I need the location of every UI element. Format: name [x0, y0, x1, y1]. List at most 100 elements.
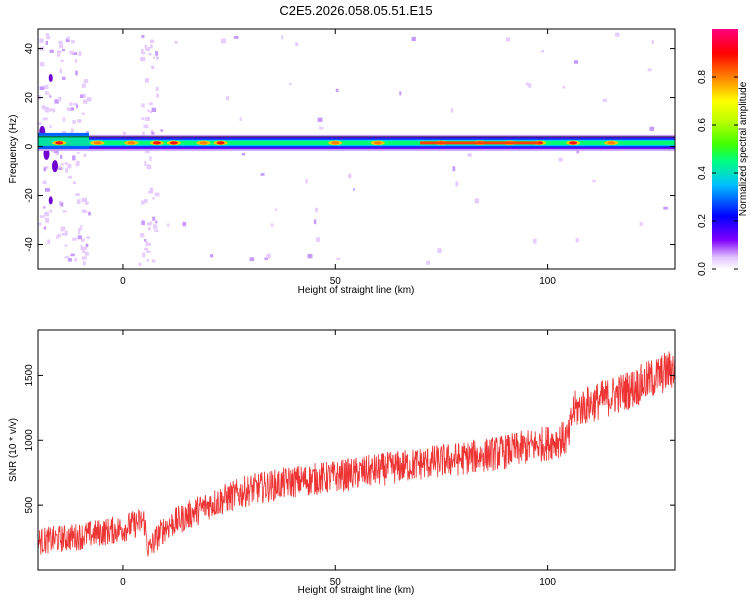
heatmap-speckle	[149, 110, 152, 114]
heatmap-speckle	[150, 44, 153, 49]
heatmap-speckle	[62, 48, 65, 52]
snr-x-tick-label: 50	[330, 577, 342, 588]
heatmap-speckle	[233, 35, 239, 39]
heatmap-speckle	[88, 211, 91, 216]
heatmap-speckle	[335, 88, 339, 93]
heatmap-speckle	[152, 56, 155, 59]
spectrogram-frame	[37, 28, 676, 270]
heatmap-speckle	[39, 86, 45, 90]
heatmap-blob	[51, 160, 58, 173]
heatmap-speckle	[576, 150, 580, 154]
heatmap-speckle	[317, 117, 323, 122]
colorbar-tick-label: 0.8	[697, 70, 708, 84]
heatmap-speckle	[81, 248, 85, 253]
heatmap-speckle	[44, 166, 49, 169]
heatmap-speckle	[84, 251, 89, 256]
heatmap-speckle	[72, 181, 77, 185]
heatmap-speckle	[70, 253, 75, 257]
heatmap-band-green	[38, 140, 675, 145]
heatmap-speckle	[210, 254, 214, 258]
heatmap-speckle	[83, 99, 88, 104]
heatmap-speckle	[147, 48, 150, 52]
heatmap-speckle	[48, 108, 53, 112]
heatmap-speckle	[69, 50, 74, 55]
heatmap-speckle	[141, 117, 145, 121]
heatmap-blob	[43, 147, 50, 160]
heatmap-speckle	[56, 53, 61, 57]
heatmap-speckle	[141, 52, 146, 55]
heatmap-speckle	[61, 131, 67, 135]
heatmap-speckle	[60, 202, 64, 207]
heatmap-speckle	[75, 163, 79, 167]
heatmap-speckle	[46, 218, 50, 224]
snr-y-tick-label: 500	[24, 496, 35, 513]
heatmap-speckle	[353, 188, 356, 191]
colorbar-tick-label: 0.6	[697, 118, 708, 132]
heatmap-speckle	[148, 53, 152, 56]
heatmap-speckle	[72, 52, 78, 55]
heatmap-speckle	[437, 248, 442, 253]
heatmap-speckle	[147, 109, 150, 112]
heatmap-speckle	[54, 99, 59, 104]
heatmap-speckle	[72, 237, 77, 241]
heatmap-speckle	[41, 105, 46, 110]
snr-y-label: SNR (10 * v/v)	[8, 418, 19, 482]
snr-x-tick-label: 100	[539, 577, 556, 588]
heatmap-speckle	[153, 224, 158, 229]
heatmap-speckle	[68, 258, 72, 262]
heatmap-speckle	[155, 51, 159, 56]
snr-y-ticks: 500 1000 1500	[24, 364, 675, 513]
heatmap-hotspot-core	[569, 141, 578, 145]
heatmap-hotspot-core	[93, 141, 102, 145]
heatmap-speckle	[144, 44, 148, 49]
spectrogram-x-ticks: 0 50 100	[120, 29, 556, 287]
heatmap-speckle	[72, 155, 76, 161]
heatmap-speckle	[239, 117, 242, 121]
spectrogram-y-tick-label: 40	[24, 43, 35, 55]
heatmap-speckle	[148, 190, 152, 194]
heatmap-speckle	[316, 237, 320, 242]
heatmap-speckle	[67, 175, 72, 179]
heatmap-speckle	[74, 258, 77, 262]
heatmap-speckle	[305, 178, 308, 184]
spectrogram-x-tick-label: 0	[120, 276, 126, 287]
heatmap-speckle	[266, 253, 271, 259]
snr-y-tick-label: 1500	[24, 364, 35, 387]
heatmap-speckle	[66, 107, 72, 112]
heatmap-speckle	[142, 131, 145, 136]
heatmap-speckle	[260, 173, 265, 176]
spectrogram-heatmap	[38, 32, 675, 266]
heatmap-speckle	[64, 244, 68, 247]
heatmap-speckle	[60, 226, 66, 232]
heatmap-speckle	[144, 78, 149, 83]
heatmap-speckle	[144, 238, 147, 242]
heatmap-speckle	[60, 59, 64, 63]
heatmap-speckle	[155, 86, 159, 92]
heatmap-speckle	[81, 112, 85, 115]
heatmap-speckle	[80, 245, 84, 251]
heatmap-speckle	[160, 129, 164, 132]
colorbar: 0.0 0.2 0.4 0.6 0.8 Normalized spectral ampl…	[697, 29, 749, 276]
heatmap-speckle	[52, 108, 56, 113]
heatmap-speckle	[58, 96, 62, 102]
heatmap-speckle	[38, 122, 42, 125]
heatmap-speckle	[77, 119, 82, 123]
chart-title: C2E5.2026.058.05.51.E15	[279, 3, 432, 18]
heatmap-speckle	[426, 260, 431, 265]
heatmap-speckle	[450, 108, 454, 113]
heatmap-speckle	[44, 188, 50, 192]
spectrogram-y-tick-label: 20	[24, 92, 35, 104]
heatmap-speckle	[49, 49, 54, 53]
heatmap-speckle	[182, 221, 187, 227]
heatmap-speckle	[64, 230, 68, 236]
heatmap-speckle	[558, 157, 563, 162]
heatmap-speckle	[575, 238, 580, 243]
heatmap-speckle	[295, 42, 299, 47]
heatmap-speckle	[145, 250, 151, 253]
heatmap-speckle	[83, 93, 86, 99]
heatmap-speckle	[65, 168, 69, 173]
heatmap-speckle	[141, 48, 144, 54]
heatmap-hotspot-core	[373, 141, 382, 145]
heatmap-speckle	[76, 104, 79, 109]
heatmap-speckle	[148, 227, 151, 231]
